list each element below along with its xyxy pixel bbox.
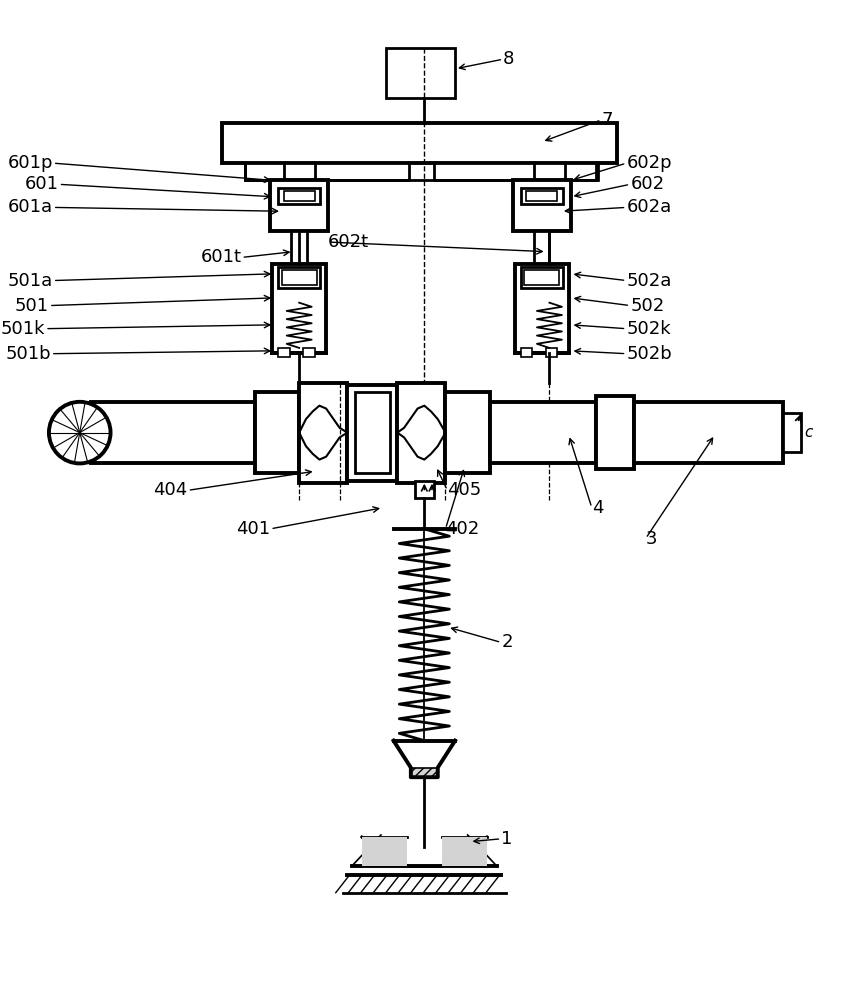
Text: 4: 4 <box>592 499 604 517</box>
Bar <box>282 270 316 285</box>
Bar <box>271 180 328 231</box>
Bar <box>521 267 563 288</box>
Bar <box>445 392 490 473</box>
Bar <box>534 231 550 264</box>
Text: 402: 402 <box>445 520 480 538</box>
Text: 601t: 601t <box>201 248 241 266</box>
Bar <box>634 402 783 463</box>
Text: 602a: 602a <box>626 198 672 216</box>
Bar <box>513 180 571 231</box>
Text: c: c <box>804 425 813 440</box>
Bar <box>411 768 438 777</box>
Bar <box>545 348 557 357</box>
Bar <box>91 402 255 463</box>
Bar <box>386 48 455 98</box>
Text: 404: 404 <box>153 481 187 499</box>
Text: 2: 2 <box>502 633 513 651</box>
Bar <box>347 384 397 481</box>
Bar <box>521 188 563 204</box>
Bar <box>245 163 409 180</box>
Text: 7: 7 <box>601 111 613 129</box>
Bar <box>526 191 557 201</box>
Text: 502: 502 <box>631 297 664 315</box>
Bar <box>490 402 596 463</box>
Bar <box>434 163 598 180</box>
Text: 1: 1 <box>502 830 513 848</box>
Bar <box>596 396 634 469</box>
Bar <box>515 264 569 353</box>
Circle shape <box>49 402 110 463</box>
Text: 8: 8 <box>503 50 514 68</box>
Text: 601p: 601p <box>8 154 53 172</box>
Bar <box>783 413 801 452</box>
Bar <box>278 267 320 288</box>
Text: 602t: 602t <box>328 233 369 251</box>
Bar <box>255 392 299 473</box>
Text: 501a: 501a <box>8 272 53 290</box>
Text: 401: 401 <box>236 520 271 538</box>
Bar <box>442 837 487 866</box>
Text: 501: 501 <box>15 297 49 315</box>
Text: 502b: 502b <box>626 345 672 363</box>
Text: 3: 3 <box>646 530 658 548</box>
Bar <box>284 191 314 201</box>
Bar <box>397 383 445 483</box>
Bar <box>292 231 307 264</box>
Bar <box>415 481 434 498</box>
Bar <box>299 383 347 483</box>
Text: 502a: 502a <box>626 272 672 290</box>
Text: 502k: 502k <box>626 320 671 338</box>
Text: 501b: 501b <box>5 345 51 363</box>
Text: 602: 602 <box>631 175 664 193</box>
Bar <box>272 264 326 353</box>
Bar <box>223 123 617 163</box>
Bar <box>521 348 532 357</box>
Text: 602p: 602p <box>626 154 672 172</box>
Bar <box>355 392 389 473</box>
Text: 405: 405 <box>448 481 481 499</box>
Text: 601a: 601a <box>8 198 53 216</box>
Bar <box>278 188 320 204</box>
Text: 601: 601 <box>24 175 58 193</box>
Bar <box>303 348 314 357</box>
Bar <box>362 837 407 866</box>
Text: 501k: 501k <box>1 320 45 338</box>
Bar <box>278 348 289 357</box>
Bar <box>524 270 559 285</box>
